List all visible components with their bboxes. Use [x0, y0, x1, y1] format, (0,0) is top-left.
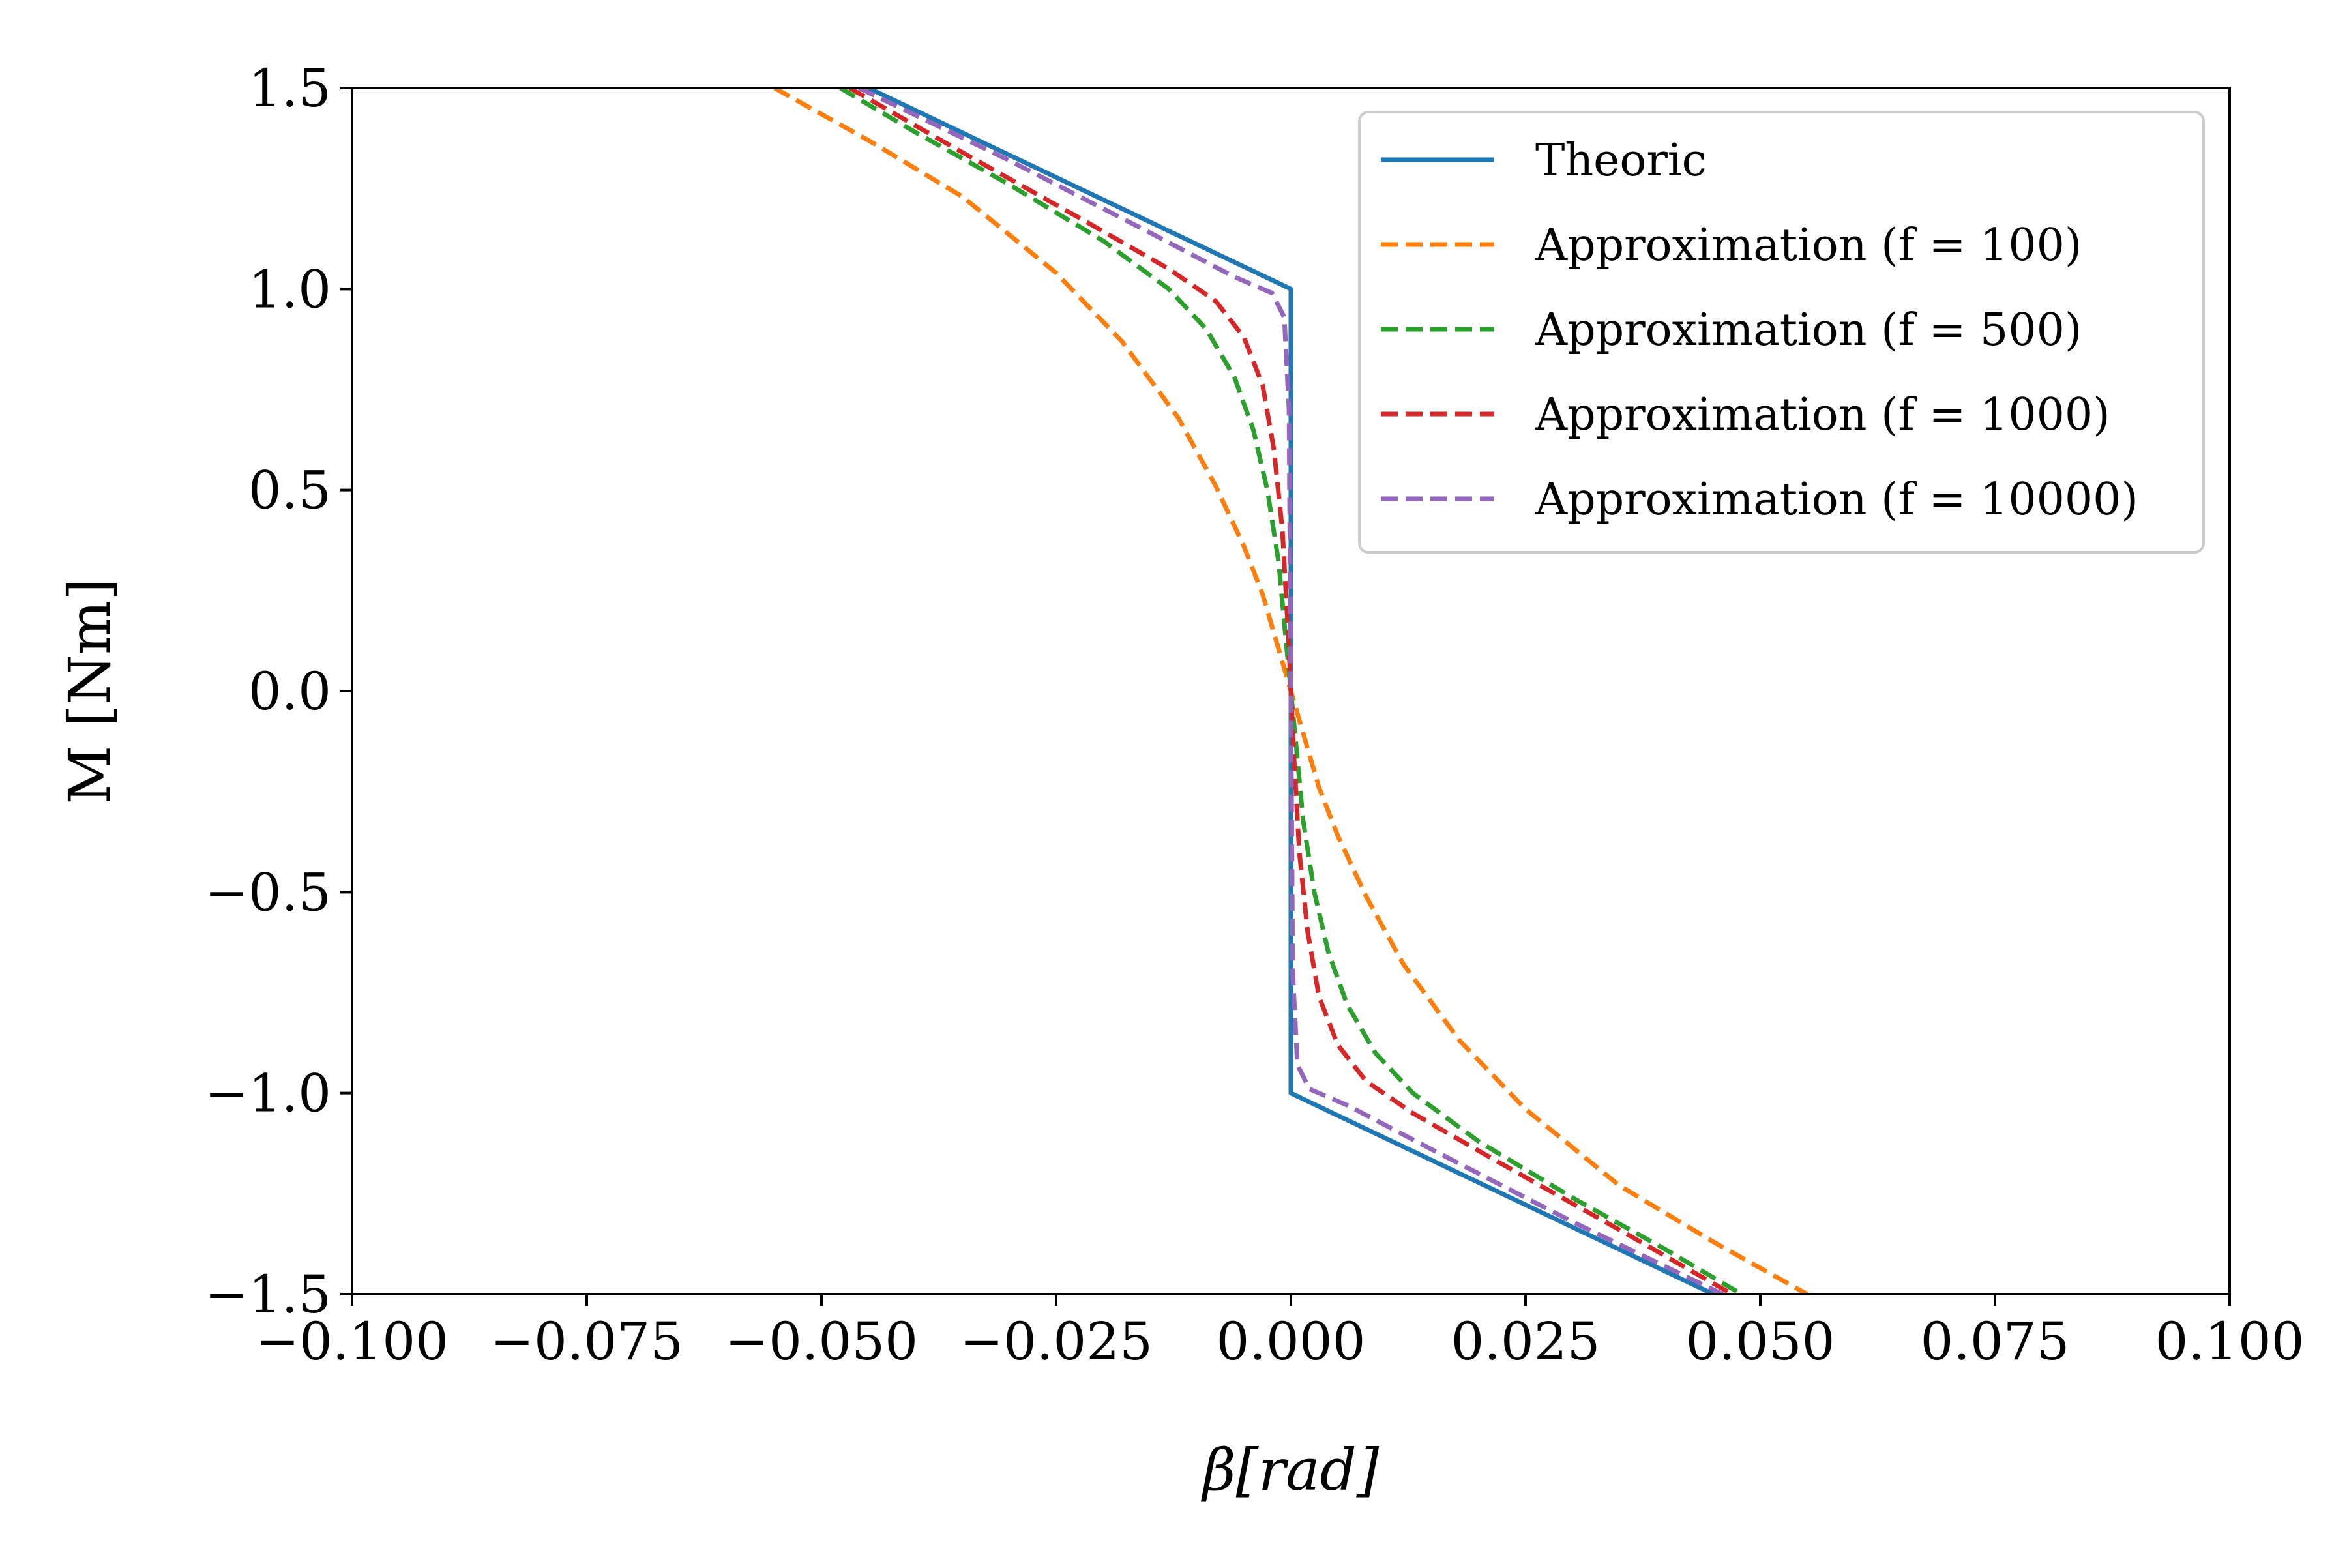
x-tick-label: 0.050	[1685, 1311, 1835, 1372]
series-line-4	[858, 88, 1724, 1294]
y-tick-label: 0.5	[248, 460, 331, 521]
series-line-3	[848, 88, 1734, 1294]
y-axis: −1.5 −1.0 −0.5 0.0 0.5 1.0 1.5	[205, 58, 352, 1325]
y-tick-label: 0.0	[248, 661, 331, 722]
legend-label-3: Approximation (f = 1000)	[1535, 389, 2110, 441]
x-tick-label: 0.100	[2155, 1311, 2304, 1372]
legend-box	[1358, 111, 2205, 554]
x-tick-label: −0.100	[256, 1311, 449, 1372]
legend-label-2: Approximation (f = 500)	[1535, 304, 2082, 356]
legend: Theoric Approximation (f = 100) Approximat…	[1358, 111, 2205, 554]
y-tick-label: 1.5	[248, 58, 331, 119]
series-layer	[773, 88, 1808, 1294]
x-tick-label: 0.025	[1451, 1311, 1600, 1372]
x-tick-label: 0.075	[1920, 1311, 2069, 1372]
y-tick-label: −1.5	[205, 1264, 331, 1325]
y-axis-label: M [Nm]	[56, 578, 123, 804]
y-tick-label: −1.0	[205, 1063, 331, 1124]
x-axis: −0.100 −0.075 −0.050 −0.025 0.000 0.025 0.050 0…	[256, 1294, 2305, 1372]
y-tick-label: −0.5	[205, 862, 331, 923]
series-line-2	[839, 88, 1743, 1294]
y-tick-label: 1.0	[248, 259, 331, 319]
x-axis-label: β[rad]	[1201, 1436, 1380, 1503]
legend-label-4: Approximation (f = 10000)	[1535, 474, 2138, 525]
x-tick-label: −0.025	[960, 1311, 1153, 1372]
legend-label-1: Approximation (f = 100)	[1535, 220, 2082, 271]
x-tick-label: 0.000	[1216, 1311, 1365, 1372]
legend-label-0: Theoric	[1535, 135, 1707, 186]
x-tick-label: −0.075	[490, 1311, 683, 1372]
x-tick-label: −0.050	[725, 1311, 918, 1372]
